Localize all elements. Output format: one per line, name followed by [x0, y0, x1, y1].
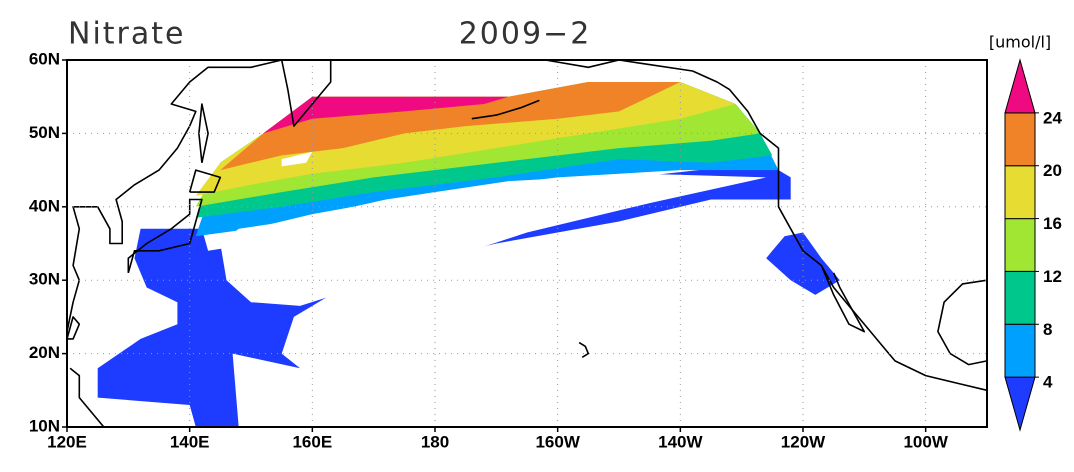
lon-tick-label: 140W [658, 432, 703, 451]
colorbar-segment [1004, 58, 1036, 114]
lon-tick-label: 120E [47, 432, 87, 451]
colorbar-segment [1004, 270, 1036, 325]
colorbar-label: 12 [1043, 267, 1062, 286]
colorbar-segment [1004, 165, 1036, 220]
colorbar: 4 8 12 16 20 24 [1004, 58, 1062, 432]
colorbar-segment [1004, 323, 1036, 378]
field-region [263, 96, 509, 134]
colorbar-label: 4 [1043, 373, 1053, 392]
lat-tick-label: 40N [29, 196, 60, 215]
colorbar-label: 16 [1043, 214, 1062, 233]
lon-tick-label: 160E [292, 432, 332, 451]
missing-region [281, 151, 313, 167]
field-region [766, 232, 840, 295]
coastline [937, 279, 988, 366]
axes: 120E 140E 160E 180 160W 140W 120W 100W 10N 20N 30N… [29, 49, 988, 451]
lon-tick-label: 100W [903, 432, 948, 451]
colorbar-segment [1004, 376, 1036, 432]
colorbar-segment [1004, 218, 1036, 272]
coastline [69, 367, 105, 428]
nitrate-field [97, 82, 840, 427]
units-label: [umol/l] [989, 33, 1051, 52]
map-title: Nitrate [68, 17, 185, 52]
colorbar-label: 20 [1043, 161, 1062, 180]
colorbar-label: 8 [1043, 320, 1052, 339]
lon-tick-label: 180 [421, 432, 449, 451]
colorbar-label: 24 [1043, 108, 1062, 127]
coastline [188, 169, 222, 193]
map-time: 2009−2 [459, 17, 592, 52]
coastline [471, 99, 540, 120]
lat-tick-label: 50N [29, 123, 60, 142]
coastline [66, 59, 282, 332]
lat-tick-label: 30N [29, 270, 60, 289]
lon-tick-label: 120W [781, 432, 826, 451]
lat-tick-label: 20N [29, 343, 60, 362]
lat-tick-label: 60N [29, 49, 60, 68]
field-region [97, 162, 791, 427]
coastline [66, 316, 81, 340]
lon-tick-label: 160W [535, 432, 580, 451]
map-frame [66, 59, 988, 428]
lat-tick-label: 10N [29, 416, 60, 435]
coastline [198, 103, 209, 163]
coastlines [66, 59, 988, 428]
colorbar-segment [1004, 112, 1036, 167]
coastline [820, 265, 866, 333]
coastline [280, 59, 332, 127]
coastline [127, 198, 203, 274]
coastline [545, 59, 988, 392]
missing-region [220, 173, 767, 306]
lon-tick-label: 140E [170, 432, 210, 451]
coastline [578, 341, 590, 358]
